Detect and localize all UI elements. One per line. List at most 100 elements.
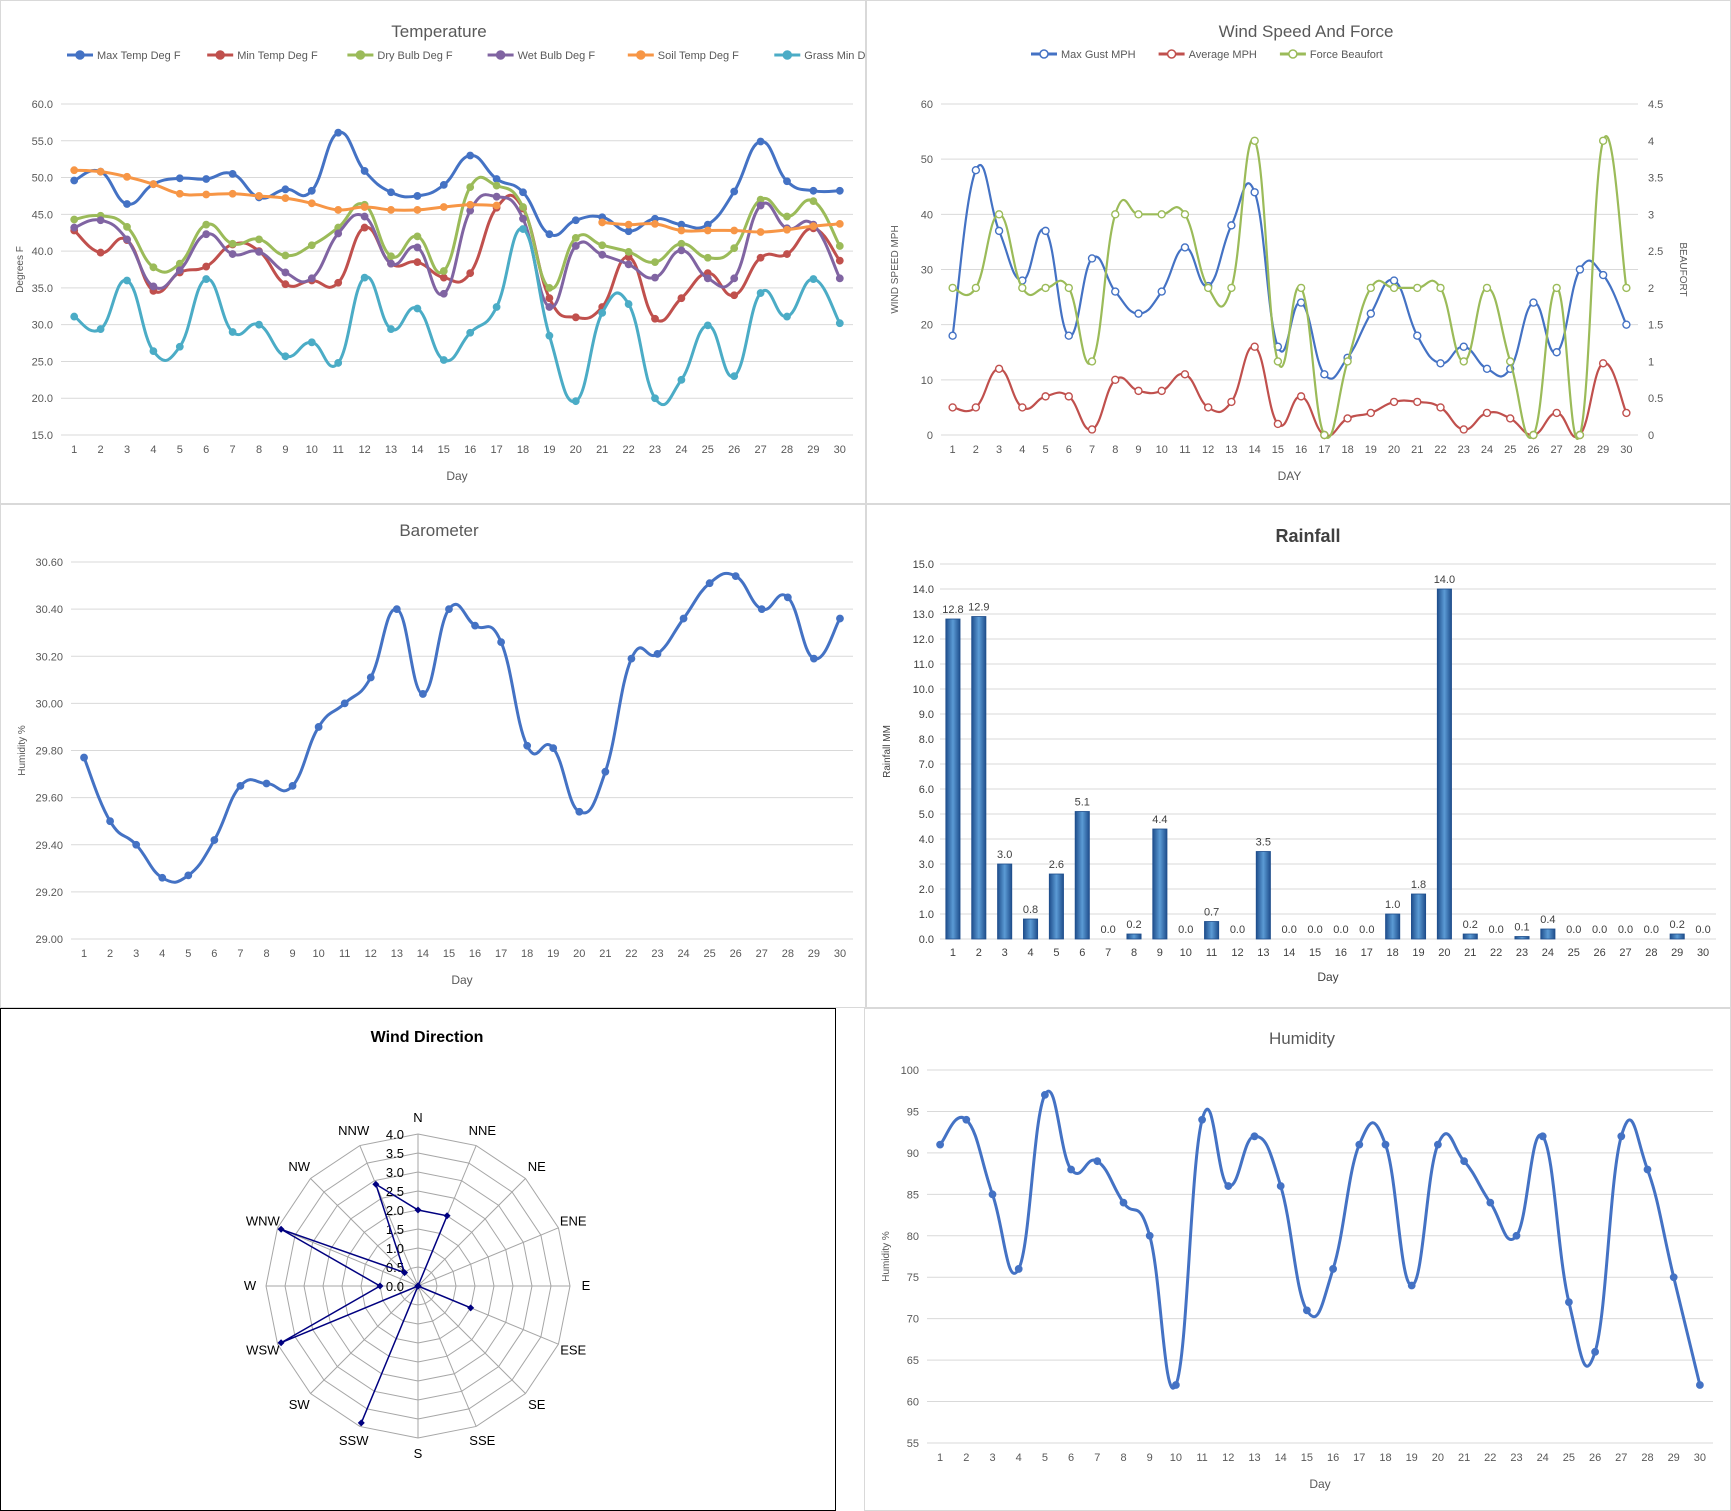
data-point-average-mph	[1482, 408, 1492, 418]
x-tick-label: 5	[177, 444, 183, 456]
data-point-grass-min-deg-f	[571, 397, 580, 406]
data-point-min-temp-deg-f	[334, 278, 343, 287]
x-tick-label: 24	[1542, 947, 1554, 959]
legend-marker	[355, 50, 366, 60]
y-tick-label: 29.80	[35, 746, 63, 758]
data-point-max-gust-mph	[1389, 276, 1399, 285]
y2-tick-label: 2	[1648, 283, 1654, 295]
data-point-max-temp-deg-f	[492, 175, 501, 183]
data-point-max-temp-deg-f	[439, 181, 448, 189]
y-tick-label: 30	[921, 265, 933, 277]
data-point-grass-min-deg-f	[492, 303, 501, 311]
data-point-dry-bulb-deg-f	[809, 197, 818, 205]
y-axis-label: Degrees F	[15, 246, 26, 293]
x-tick-label: 19	[543, 444, 555, 456]
x-tick-label: 25	[1568, 947, 1580, 959]
rainfall-bar	[1436, 588, 1452, 940]
x-tick-label: 3	[124, 444, 130, 456]
data-point-series	[1250, 1132, 1259, 1141]
data-point-dry-bulb-deg-f	[545, 283, 554, 292]
data-point-grass-min-deg-f	[756, 289, 765, 297]
x-tick-label: 26	[730, 948, 742, 960]
data-label: 12.9	[968, 602, 989, 614]
data-point-soil-temp-deg-f	[255, 192, 263, 200]
data-point-grass-min-deg-f	[228, 328, 237, 336]
data-point-wet-bulb-deg-f	[439, 289, 448, 298]
x-tick-label: 22	[1484, 1452, 1496, 1464]
y2-tick-label: 1	[1648, 356, 1654, 368]
radar-data-point	[376, 1282, 384, 1290]
data-label: 3.0	[997, 849, 1012, 861]
direction-label: N	[413, 1110, 422, 1125]
x-tick-label: 11	[1206, 947, 1217, 959]
data-point-force-beaufort	[1482, 283, 1492, 293]
data-point-max-gust-mph	[1111, 287, 1120, 296]
data-point-series	[575, 807, 584, 816]
data-point-max-temp-deg-f	[413, 192, 422, 200]
rainfall-bar	[1540, 928, 1556, 940]
chart-title: Humidity	[1269, 1029, 1336, 1048]
direction-label: SE	[528, 1397, 546, 1412]
rainfall-bar	[1074, 811, 1090, 940]
y-tick-label: 6.0	[919, 784, 934, 796]
data-point-grass-min-deg-f	[677, 375, 686, 384]
radar-spoke	[417, 1227, 559, 1287]
x-tick-label: 12	[358, 444, 370, 456]
x-tick-label: 30	[1620, 444, 1632, 456]
wind-direction-chart-panel: Wind Direction N NNE NE ENE E ESE SE SSE S SSW SW WS…	[0, 1008, 836, 1511]
x-tick-label: 2	[107, 948, 113, 960]
data-point-grass-min-deg-f	[255, 320, 263, 329]
x-tick-label: 8	[1131, 947, 1137, 959]
data-point-max-gust-mph	[1227, 221, 1236, 230]
data-point-grass-min-deg-f	[466, 328, 475, 337]
x-tick-label: 25	[704, 948, 716, 960]
radar-data-point	[443, 1212, 451, 1220]
data-label: 0.0	[1566, 924, 1581, 936]
legend-entry: Min Temp Deg F	[237, 50, 318, 62]
x-tick-label: 15	[1309, 947, 1321, 959]
y-tick-label: 60.0	[32, 99, 53, 111]
data-point-max-gust-mph	[1041, 226, 1050, 236]
legend-entry: Average MPH	[1189, 49, 1257, 61]
x-tick-label: 4	[1019, 444, 1025, 456]
legend-marker	[75, 50, 85, 60]
x-tick-label: 2	[98, 444, 104, 456]
data-point-wet-bulb-deg-f	[624, 260, 633, 269]
y-tick-label: 5.0	[919, 809, 934, 821]
x-tick-label: 22	[625, 948, 637, 960]
data-point-wet-bulb-deg-f	[835, 274, 844, 283]
data-point-series	[1512, 1231, 1521, 1240]
legend-entry: Force Beaufort	[1310, 49, 1383, 61]
data-point-wet-bulb-deg-f	[202, 230, 211, 239]
y-tick-label: 70	[907, 1314, 919, 1326]
data-point-series	[810, 654, 818, 663]
y-tick-label: 29.00	[35, 934, 63, 946]
data-point-force-beaufort	[1250, 136, 1259, 145]
x-tick-label: 14	[1249, 444, 1261, 456]
x-tick-label: 1	[81, 948, 87, 960]
x-tick-label: 16	[464, 444, 476, 456]
data-point-average-mph	[994, 364, 1004, 373]
data-point-soil-temp-deg-f	[281, 194, 290, 203]
data-point-soil-temp-deg-f	[809, 222, 818, 231]
data-point-max-temp-deg-f	[809, 186, 818, 195]
data-label: 5.1	[1075, 797, 1090, 809]
y-tick-label: 50	[921, 154, 933, 166]
x-tick-label: 22	[622, 444, 634, 456]
radar-spoke	[417, 1285, 526, 1394]
data-point-wet-bulb-deg-f	[677, 246, 686, 255]
x-axis-label: Day	[446, 469, 467, 483]
data-point-wet-bulb-deg-f	[281, 268, 290, 277]
y-tick-label: 4.0	[919, 834, 934, 846]
data-point-series	[705, 579, 714, 588]
data-point-grass-min-deg-f	[387, 325, 395, 333]
y-axis-label: WIND SPEED MPH	[890, 225, 901, 313]
data-point-grass-min-deg-f	[413, 304, 422, 313]
y-tick-label: 80	[907, 1231, 919, 1243]
direction-label: NW	[288, 1159, 310, 1174]
x-tick-label: 13	[391, 948, 403, 960]
y-tick-label: 0.0	[919, 934, 934, 946]
data-point-min-temp-deg-f	[439, 273, 448, 282]
direction-label: W	[244, 1278, 257, 1293]
